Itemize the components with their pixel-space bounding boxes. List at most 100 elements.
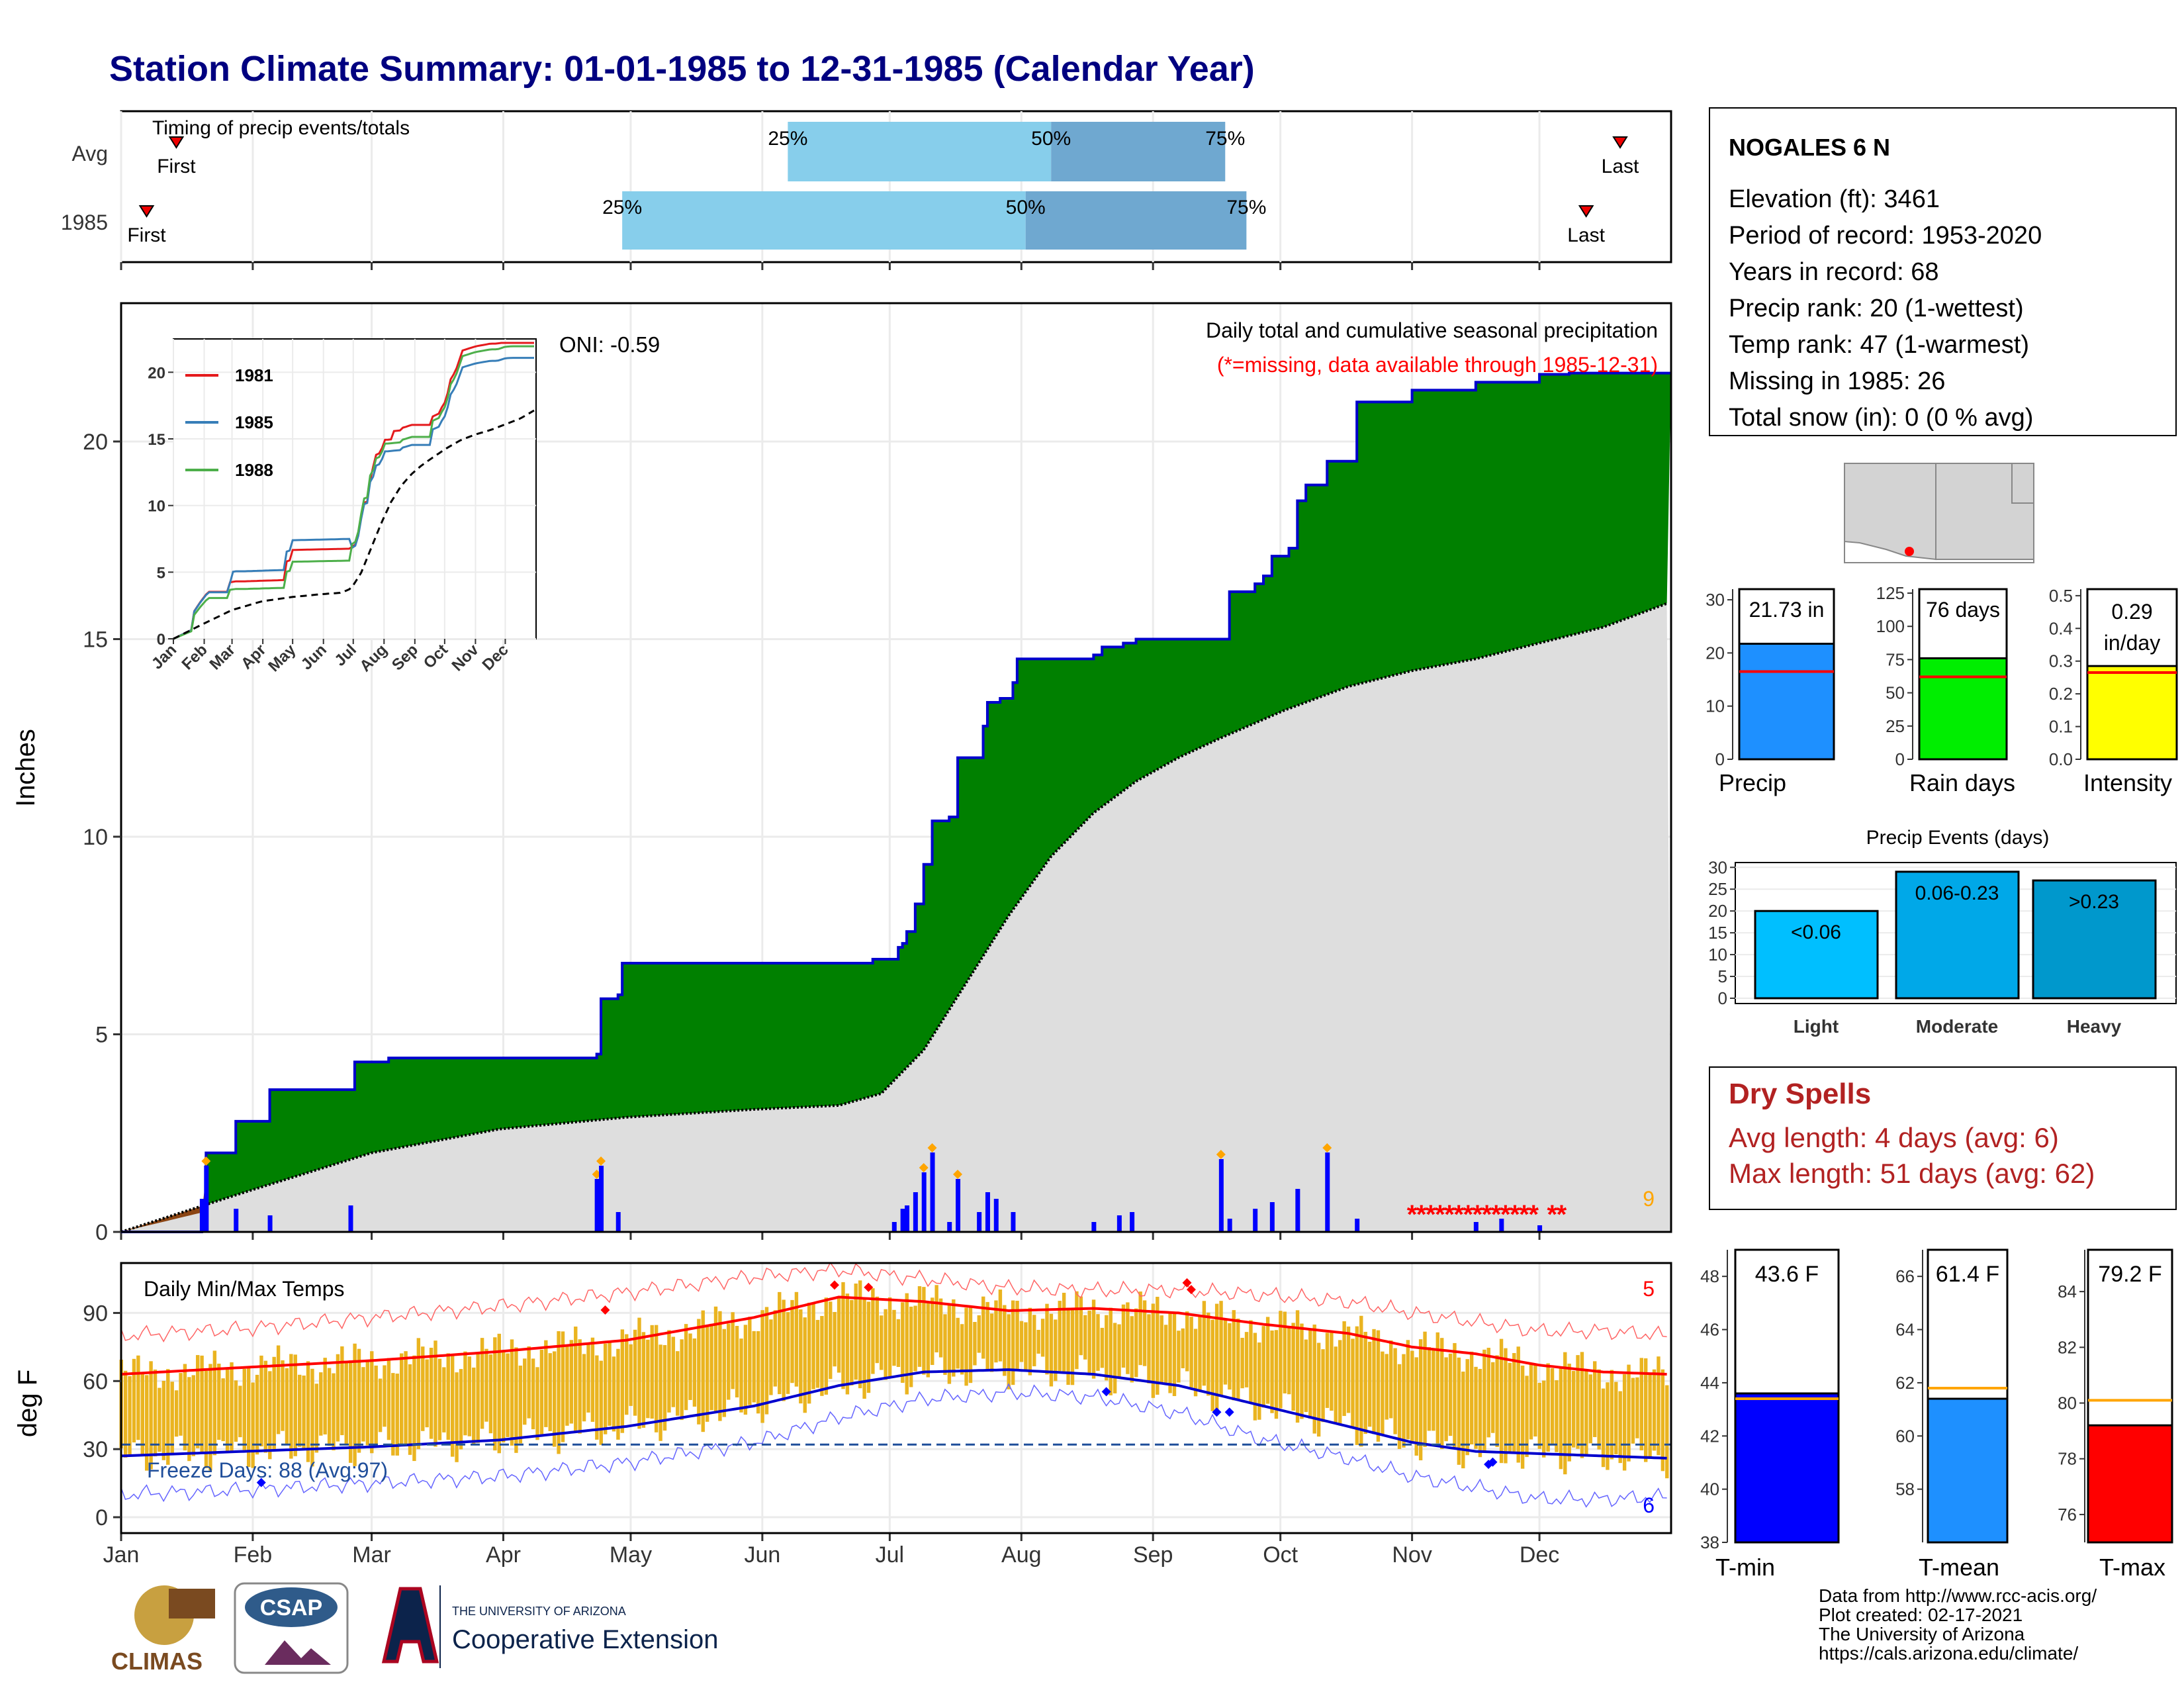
daily-temp-range-bar bbox=[773, 1310, 778, 1387]
daily-temp-range-bar bbox=[1142, 1300, 1147, 1366]
daily-temp-range-bar bbox=[1181, 1328, 1185, 1368]
bar-panel-tick-label: 10 bbox=[1706, 696, 1725, 716]
daily-temp-range-bar bbox=[488, 1354, 493, 1434]
daily-temp-range-bar bbox=[862, 1299, 866, 1399]
raindays-bar-label: Rain days bbox=[1909, 769, 2015, 796]
daily-temp-range-bar bbox=[1432, 1348, 1435, 1431]
daily-temp-range-bar bbox=[348, 1360, 353, 1463]
bar-panel-tick-label: 100 bbox=[1876, 616, 1905, 636]
daily-temp-range-bar bbox=[1279, 1311, 1283, 1409]
daily-temp-range-bar bbox=[455, 1372, 459, 1462]
temp-bar-value-label: 79.2 F bbox=[2098, 1262, 2161, 1287]
daily-precip-bar bbox=[234, 1209, 239, 1232]
events-category-label: Heavy bbox=[2067, 1016, 2122, 1037]
daily-temp-range-bar bbox=[1418, 1339, 1423, 1461]
daily-temp-range-bar bbox=[374, 1365, 378, 1448]
last-event-label: Last bbox=[1602, 156, 1639, 177]
daily-temp-range-bar bbox=[1397, 1364, 1402, 1449]
daily-temp-range-bar bbox=[595, 1355, 599, 1440]
daily-temp-range-bar bbox=[633, 1329, 637, 1416]
daily-temp-range-bar bbox=[790, 1299, 794, 1383]
daily-temp-range-bar bbox=[934, 1285, 938, 1352]
daily-temp-range-bar bbox=[697, 1319, 701, 1425]
missing-day-marker: * bbox=[1482, 1200, 1492, 1229]
inset-y-tick-label: 5 bbox=[157, 564, 165, 582]
daily-temp-range-bar bbox=[183, 1364, 187, 1451]
daily-temp-range-bar bbox=[722, 1329, 727, 1417]
daily-temp-range-bar bbox=[1427, 1347, 1432, 1431]
daily-temp-range-bar bbox=[676, 1351, 680, 1416]
record-low-marker bbox=[1488, 1457, 1498, 1467]
daily-temp-range-bar bbox=[866, 1301, 871, 1393]
daily-temp-range-bar bbox=[1393, 1348, 1397, 1434]
bar-panel-value-label: 0.29 bbox=[2111, 600, 2152, 624]
daily-temp-range-bar bbox=[344, 1361, 348, 1446]
inset-lines bbox=[173, 342, 535, 640]
daily-temp-range-bar bbox=[1486, 1348, 1490, 1438]
precip-y-ticks: 0 5 10 15 20 bbox=[83, 430, 121, 1245]
inset-analog-line bbox=[173, 345, 534, 640]
daily-temp-range-bar bbox=[1402, 1354, 1406, 1448]
daily-temp-range-bar bbox=[383, 1365, 387, 1427]
daily-temp-range-bar bbox=[1618, 1391, 1622, 1464]
missing-day-marker: * bbox=[1435, 1200, 1445, 1229]
daily-temp-range-bar bbox=[136, 1355, 140, 1440]
daily-precip-bar bbox=[1253, 1209, 1258, 1232]
daily-temp-range-bar bbox=[1079, 1296, 1083, 1356]
daily-temp-range-bar bbox=[472, 1367, 476, 1445]
precip-y-tick-label: 20 bbox=[83, 430, 108, 455]
daily-temp-range-bar bbox=[998, 1289, 1003, 1362]
daily-temp-range-bar bbox=[1202, 1301, 1206, 1386]
heavy-precip-marker bbox=[201, 1156, 211, 1166]
temp-y-tick-label: 0 bbox=[95, 1505, 108, 1530]
daily-temp-range-bar bbox=[1308, 1330, 1312, 1419]
daily-temp-range-bar bbox=[251, 1382, 255, 1468]
events-bar-label: >0.23 bbox=[2069, 891, 2119, 913]
daily-temp-range-bar bbox=[794, 1291, 799, 1387]
temp-bar-tick-label: 58 bbox=[1895, 1479, 1915, 1499]
bar-panel-tick-label: 0 bbox=[1715, 749, 1725, 769]
daily-temp-range-bar bbox=[1529, 1362, 1533, 1440]
bar-panel-value-label: 76 days bbox=[1926, 598, 2000, 622]
temp-bar-tick-label: 80 bbox=[2058, 1393, 2077, 1413]
daily-temp-range-bar bbox=[1469, 1351, 1474, 1444]
daily-temp-range-bar bbox=[289, 1354, 293, 1459]
daily-temp-range-bar bbox=[399, 1353, 404, 1446]
daily-temp-range-bar bbox=[302, 1375, 306, 1450]
daily-temp-range-bar bbox=[387, 1358, 391, 1440]
daily-temp-range-bar bbox=[561, 1331, 565, 1442]
missing-day-marker: * bbox=[1519, 1200, 1529, 1229]
daily-temp-range-bar bbox=[1622, 1374, 1627, 1471]
bar-panel-tick-label: 50 bbox=[1886, 683, 1905, 703]
temp-bar-tick-label: 46 bbox=[1700, 1320, 1719, 1340]
temp-bar-tick-label: 78 bbox=[2058, 1449, 2077, 1469]
daily-precip-bar bbox=[1295, 1189, 1300, 1232]
daily-temp-range-bar bbox=[467, 1356, 472, 1436]
daily-temp-range-bar bbox=[1597, 1369, 1601, 1450]
temp-bar-value bbox=[2087, 1424, 2173, 1544]
daily-temp-range-bar bbox=[140, 1374, 144, 1455]
daily-precip-bar bbox=[921, 1172, 927, 1232]
daily-temp-range-bar bbox=[659, 1344, 662, 1441]
bar-panel-tick-label: 0.4 bbox=[2049, 618, 2073, 638]
temp-y-tick-label: 60 bbox=[83, 1369, 108, 1394]
daily-temp-range-bar bbox=[514, 1347, 518, 1453]
daily-temp-range-bar bbox=[1367, 1341, 1372, 1427]
temp-bar-tick-label: 38 bbox=[1700, 1532, 1719, 1552]
daily-temp-range-bar bbox=[850, 1299, 854, 1385]
events-tick-label: 20 bbox=[1708, 901, 1727, 921]
record-max-line bbox=[120, 1262, 1667, 1342]
missing-day-marker: * bbox=[1416, 1200, 1427, 1229]
station-name: NOGALES 6 N bbox=[1729, 134, 1890, 161]
daily-temp-range-bar bbox=[1206, 1312, 1210, 1396]
daily-temp-range-bar bbox=[616, 1348, 620, 1440]
csap-logo: CSAP bbox=[234, 1582, 349, 1674]
daily-temp-range-bar bbox=[510, 1339, 514, 1446]
daily-temp-range-bar bbox=[1304, 1339, 1308, 1413]
daily-temp-range-bar bbox=[667, 1330, 671, 1413]
tmax-label: T-max bbox=[2099, 1554, 2165, 1581]
missing-day-marker: * bbox=[1426, 1200, 1436, 1229]
dry-spells-box: Dry Spells Avg length: 4 days (avg: 6) M… bbox=[1709, 1066, 2177, 1210]
last-event-label: Last bbox=[1567, 224, 1605, 246]
